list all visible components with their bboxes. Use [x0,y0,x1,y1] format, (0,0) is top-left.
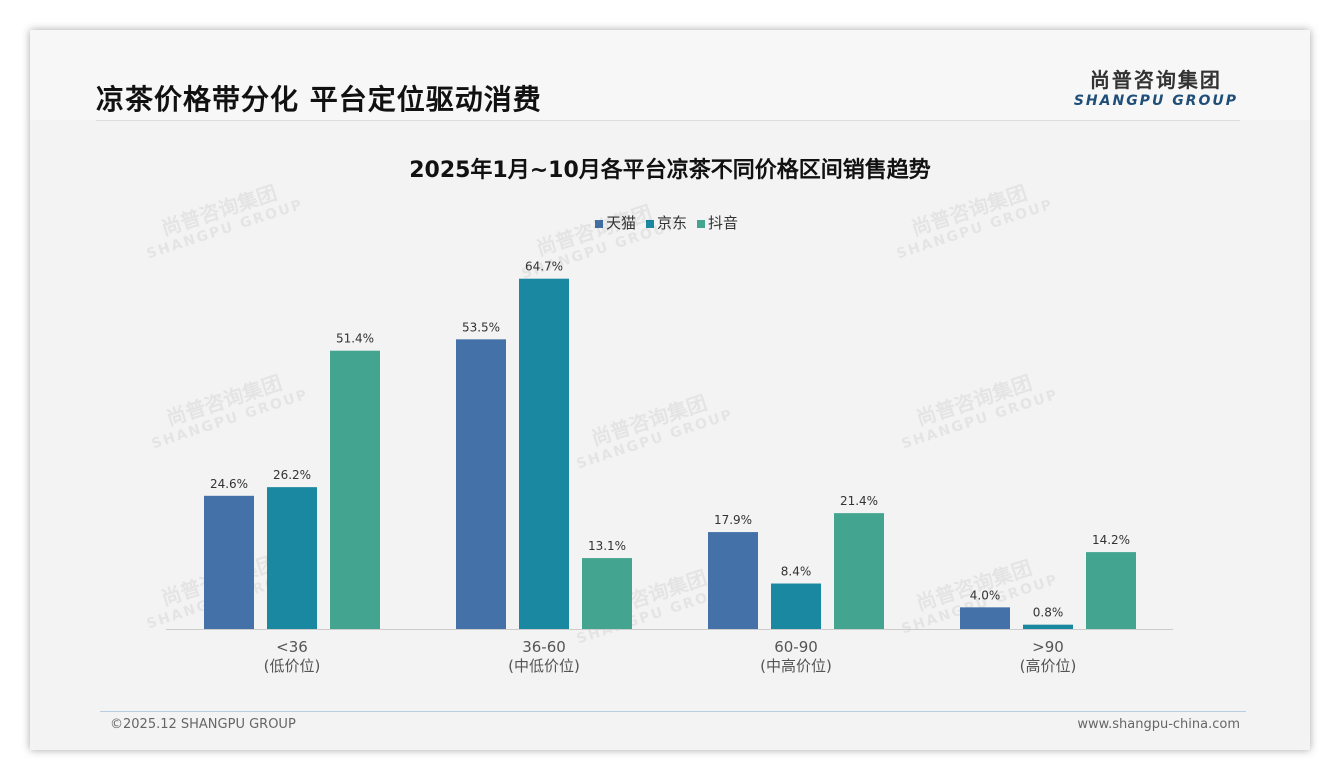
data-label: 53.5% [462,320,500,334]
logo: 尚普咨询集团 SHANGPU GROUP [1074,64,1238,109]
legend-item: 京东 [646,212,687,233]
header [30,30,1310,120]
data-label: 26.2% [273,468,311,482]
legend-label: 抖音 [708,214,739,232]
website: www.shangpu-china.com [1077,717,1240,732]
data-label: 13.1% [588,539,626,553]
bar [1086,552,1136,629]
data-label: 14.2% [1092,533,1130,547]
data-label: 8.4% [781,565,812,579]
legend-label: 天猫 [606,214,637,232]
chart-title: 2025年1月~10月各平台凉茶不同价格区间销售趋势 [409,158,931,183]
data-label: 51.4% [336,332,374,346]
bar [204,495,254,629]
x-tick-sublabel: (中低价位) [508,657,580,675]
bar [582,558,632,629]
bar [834,513,884,629]
bar [456,339,506,629]
footer-divider [100,711,1246,712]
bar [1023,624,1073,629]
data-label: 0.8% [1033,606,1064,620]
logo-cn: 尚普咨询集团 [1089,68,1222,92]
page-title: 凉茶价格带分化 平台定位驱动消费 [96,83,542,116]
bar [267,487,317,629]
data-label: 17.9% [714,513,752,527]
legend-item: 抖音 [697,212,738,233]
legend-item: 天猫 [595,212,636,233]
header-divider [96,120,1240,121]
x-tick-sublabel: (高价位) [1020,657,1077,675]
data-label: 64.7% [525,260,563,274]
data-label: 24.6% [210,477,248,491]
data-label: 21.4% [840,494,878,508]
copyright: ©2025.12 SHANGPU GROUP [110,717,296,732]
logo-en: SHANGPU GROUP [1073,93,1238,109]
bar [330,350,380,629]
x-tick-label: 36-60 [522,638,566,656]
x-tick-sublabel: (低价位) [264,657,321,675]
bar [519,278,569,629]
x-tick-label: <36 [276,638,308,656]
legend-label: 京东 [657,214,688,232]
bar [771,583,821,629]
bar [960,607,1010,629]
x-tick-sublabel: (中高价位) [760,657,832,675]
legend: 天猫 京东 抖音 [595,212,738,233]
bar [708,532,758,629]
x-tick-label: 60-90 [774,638,818,656]
data-label: 4.0% [970,588,1001,602]
x-tick-label: >90 [1032,638,1064,656]
